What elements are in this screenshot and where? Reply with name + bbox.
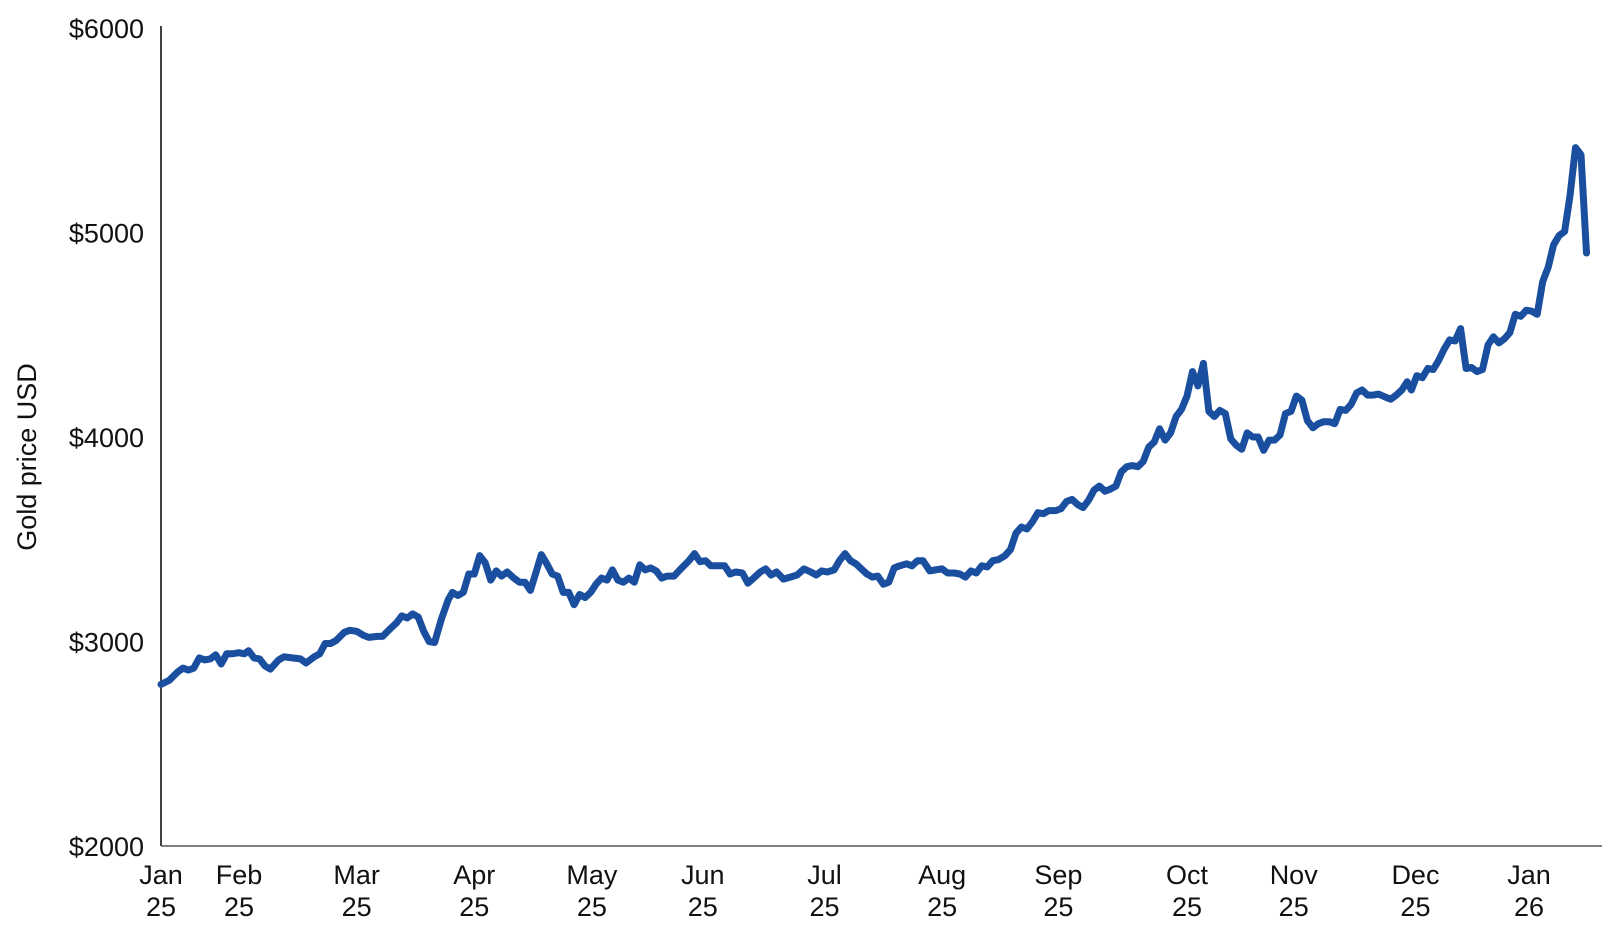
x-tick-year: 25 <box>1279 892 1309 922</box>
x-tick-month: Jan <box>139 860 183 890</box>
x-tick-year: 25 <box>927 892 957 922</box>
x-tick-year: 25 <box>224 892 254 922</box>
x-tick-year: 25 <box>1043 892 1073 922</box>
x-tick-year: 25 <box>459 892 489 922</box>
x-tick-year: 25 <box>146 892 176 922</box>
x-tick-year: 25 <box>809 892 839 922</box>
y-tick-label: $2000 <box>69 832 144 862</box>
x-tick-month: Nov <box>1270 860 1319 890</box>
y-axis-label: Gold price USD <box>12 363 42 551</box>
x-tick-month: Jan <box>1507 860 1551 890</box>
x-tick-month: Aug <box>918 860 966 890</box>
x-tick-month: Sep <box>1034 860 1082 890</box>
x-tick-year: 25 <box>1400 892 1430 922</box>
y-axis-title: Gold price USD <box>12 363 42 551</box>
x-tick-month: Oct <box>1166 860 1209 890</box>
gold-price-line <box>157 144 1590 688</box>
x-tick-year: 26 <box>1514 892 1544 922</box>
x-tick-month: Mar <box>333 860 380 890</box>
x-tick-month: Feb <box>216 860 263 890</box>
x-tick-month: Apr <box>453 860 495 890</box>
y-tick-label: $4000 <box>69 423 144 453</box>
x-tick-month: Dec <box>1391 860 1439 890</box>
x-tick-year: 25 <box>342 892 372 922</box>
x-tick-year: 25 <box>688 892 718 922</box>
y-axis-ticks: $2000 $3000 $4000 $5000 $6000 <box>69 14 144 862</box>
y-tick-label: $3000 <box>69 628 144 658</box>
y-tick-label: $6000 <box>69 14 144 44</box>
x-tick-year: 25 <box>1172 892 1202 922</box>
x-tick-month: Jul <box>807 860 842 890</box>
x-tick-year: 25 <box>577 892 607 922</box>
y-tick-label: $5000 <box>69 219 144 249</box>
x-tick-month: May <box>566 860 618 890</box>
x-axis-ticks: Jan25Feb25Mar25Apr25May25Jun25Jul25Aug25… <box>139 860 1551 922</box>
x-tick-month: Jun <box>681 860 725 890</box>
